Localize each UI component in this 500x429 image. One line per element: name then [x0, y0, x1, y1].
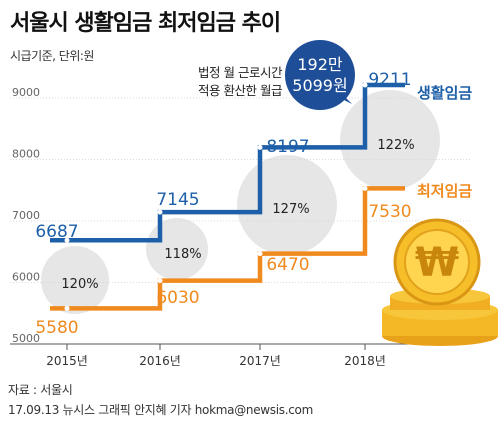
- value-label: 9211: [368, 70, 411, 90]
- annotation-line-2: 적용 환산한 월급: [198, 83, 282, 98]
- svg-text:192만: 192만: [297, 55, 343, 74]
- monthly-wage-bubble: 192만 5099원: [285, 40, 355, 110]
- y-tick-label: 7000: [12, 209, 40, 222]
- x-tick-label: 2016년: [139, 354, 181, 368]
- data-point: [157, 209, 163, 215]
- value-label: 6687: [35, 222, 78, 242]
- y-tick-label: 6000: [12, 271, 40, 284]
- value-label: 7145: [156, 190, 199, 210]
- annotation-line-1: 법정 월 근로시간: [198, 65, 282, 80]
- data-point: [257, 144, 263, 150]
- value-label: 7530: [368, 202, 411, 222]
- series-name-label: 최저임금: [417, 182, 472, 200]
- value-label: 6470: [266, 255, 309, 275]
- y-tick-label: 8000: [12, 148, 40, 161]
- value-label: 6030: [156, 288, 199, 308]
- x-tick-label: 2017년: [239, 354, 281, 368]
- x-tick-label: 2018년: [344, 354, 386, 368]
- series-line-0: [50, 82, 405, 243]
- svg-text:5099원: 5099원: [292, 76, 347, 95]
- ratio-circle: [41, 246, 109, 314]
- unit-note: 시급기준, 단위:원: [10, 49, 94, 63]
- ratio-label: 122%: [377, 138, 414, 153]
- ratio-label: 127%: [272, 202, 309, 217]
- value-label: 5580: [35, 318, 78, 338]
- svg-text:₩: ₩: [415, 240, 459, 286]
- ratio-label: 120%: [61, 277, 98, 292]
- data-point: [64, 237, 70, 243]
- series-line-1: [50, 186, 405, 311]
- source-label: 자료 : 서울시: [8, 383, 73, 397]
- y-tick-label: 9000: [12, 86, 40, 99]
- credit-line: 17.09.13 뉴시스 그래픽 안지혜 기자 hokma@newsis.com: [8, 403, 313, 417]
- chart-title: 서울시 생활임금 최저임금 추이: [10, 11, 281, 36]
- data-point: [64, 305, 70, 311]
- series-name-label: 생활임금: [417, 84, 472, 102]
- data-point: [157, 278, 163, 284]
- ratio-label: 118%: [164, 247, 201, 262]
- y-tick-label: 5000: [12, 332, 40, 345]
- coin-stack-illustration: ₩: [382, 218, 498, 346]
- data-point: [362, 82, 368, 88]
- value-label: 8197: [266, 137, 309, 157]
- x-tick-label: 2015년: [46, 354, 88, 368]
- data-point: [362, 185, 368, 191]
- data-point: [257, 251, 263, 257]
